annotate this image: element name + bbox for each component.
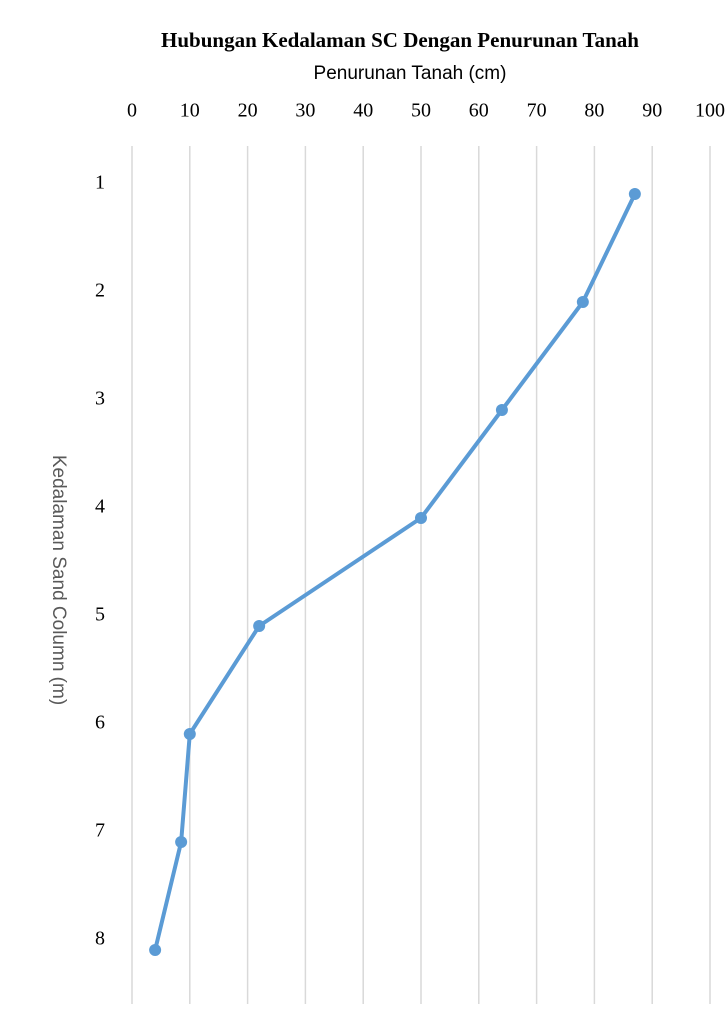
y-tick-label: 8 xyxy=(95,928,105,950)
line xyxy=(153,193,637,951)
marker xyxy=(175,836,188,848)
marker xyxy=(628,188,641,200)
marker xyxy=(576,296,589,308)
x-tick-label: 90 xyxy=(642,100,662,122)
x-tick-label: 80 xyxy=(584,100,604,122)
marker xyxy=(415,512,427,524)
chart-title: Hubungan Kedalaman SC Dengan Penurunan T… xyxy=(161,28,639,52)
x-tick-label: 10 xyxy=(180,100,200,122)
y-tick-label: 3 xyxy=(95,388,105,410)
x-tick-label: 60 xyxy=(469,100,489,122)
y-axis-label: Kedalaman Sand Column (m) xyxy=(48,455,69,705)
x-tick-label: 0 xyxy=(127,100,137,122)
marker xyxy=(495,404,508,416)
marker xyxy=(183,728,196,740)
marker xyxy=(149,944,162,956)
y-tick-label: 5 xyxy=(95,604,105,626)
x-tick-label: 70 xyxy=(527,100,547,122)
x-tick-label: 50 xyxy=(411,100,431,122)
x-tick-label: 30 xyxy=(295,100,315,122)
x-tick-label: 20 xyxy=(238,100,258,122)
y-tick-label: 7 xyxy=(95,820,105,842)
y-tick-label: 2 xyxy=(95,280,105,302)
y-tick-label: 4 xyxy=(95,496,105,518)
y-tick-label: 6 xyxy=(95,712,105,734)
x-axis-label: Penurunan Tanah (cm) xyxy=(314,63,507,84)
y-tick-label: 1 xyxy=(95,172,105,194)
marker xyxy=(253,620,266,632)
x-tick-label: 40 xyxy=(353,100,373,122)
x-tick-label: 100 xyxy=(695,100,725,122)
